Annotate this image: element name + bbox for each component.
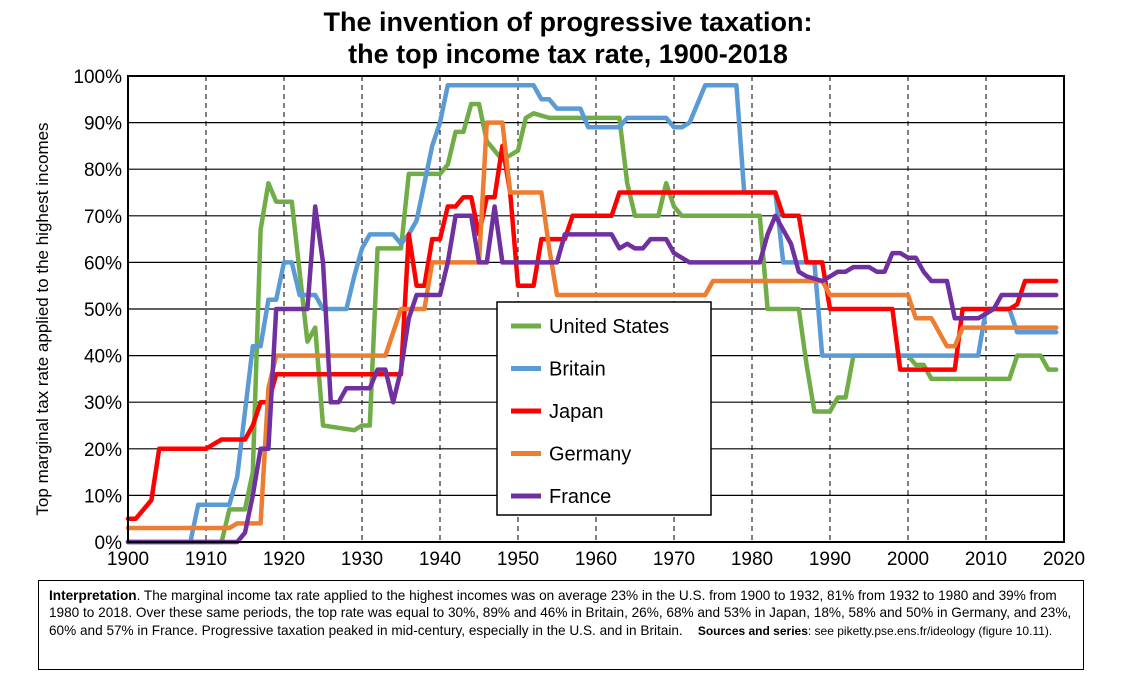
x-tick-label: 1950 [497,549,539,570]
x-tick-label: 1940 [419,549,461,570]
y-axis-label: Top marginal tax rate applied to the hig… [33,122,52,515]
legend-label-1: Britain [549,359,606,381]
legend-label-2: Japan [549,401,604,423]
interpretation-text: . The marginal income tax rate applied t… [49,588,1072,638]
legend-label-4: France [549,486,611,508]
line-chart: 0%10%20%30%40%50%60%70%80%90%100% 1900 19… [33,67,1085,570]
interpretation-label: Interpretation [49,588,137,603]
y-tick-label: 80% [84,160,122,181]
chart-title: The invention of progressive taxation: t… [0,6,1136,70]
legend-label-3: Germany [549,444,631,466]
plot-area-frame [127,75,1065,543]
x-tick-label: 1970 [653,549,695,570]
y-tick-label: 20% [84,440,122,461]
y-tick-label: 30% [84,393,122,414]
x-tick-label: 2020 [1043,549,1085,570]
legend: United States Britain Japan Germany France [496,301,712,516]
series-line-0 [125,101,1059,545]
y-tick-label: 100% [73,67,122,88]
x-tick-label: 1930 [341,549,383,570]
chart-title-line-2: the top income tax rate, 1900-2018 [348,39,788,69]
series-line-4 [125,204,1059,545]
x-axis-tick-labels: 1900 1910 1920 1930 1940 1950 1960 1970 1980 1990… [107,549,1085,570]
x-tick-label: 2000 [887,549,929,570]
x-tick-label: 2010 [965,549,1007,570]
x-tick-label: 1920 [263,549,305,570]
x-tick-label: 1980 [731,549,773,570]
sources-label: Sources and series [697,623,808,638]
y-tick-label: 50% [84,300,122,321]
y-tick-label: 70% [84,207,122,228]
y-tick-label: 10% [84,486,122,507]
series-line-2 [125,143,1059,521]
y-tick-label: 60% [84,253,122,274]
sources-text: : see piketty.pse.ens.fr/ideology (figur… [807,623,1053,638]
x-tick-label: 1910 [185,549,227,570]
x-tick-label: 1960 [575,549,617,570]
y-axis-tick-labels: 0% 10% 20% 30% 40% 50% 60% 70% 80% 90% 100% [73,67,122,554]
y-tick-label: 0% [95,533,123,554]
series-lines [125,83,1059,545]
y-tick-label: 90% [84,114,122,135]
legend-label-0: United States [549,316,669,338]
interpretation-box: Interpretation. The marginal income tax … [38,580,1084,670]
y-tick-label: 40% [84,347,122,368]
x-tick-label: 1900 [107,549,149,570]
x-tick-label: 1990 [809,549,851,570]
chart-title-line-1: The invention of progressive taxation: [323,7,813,37]
